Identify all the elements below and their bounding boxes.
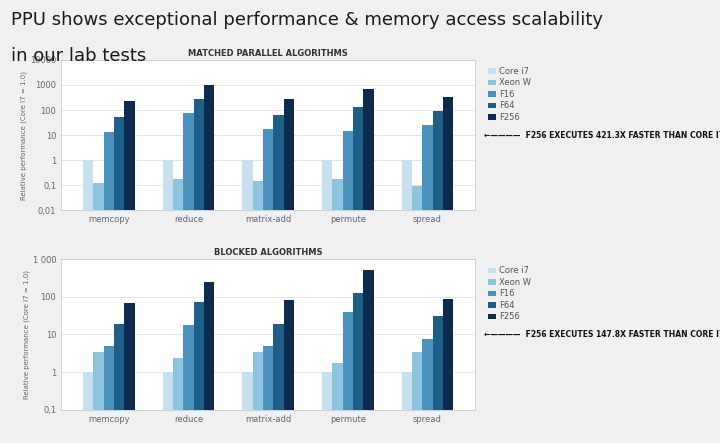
Bar xyxy=(243,372,253,443)
Bar xyxy=(163,372,173,443)
Bar xyxy=(184,325,194,443)
Bar xyxy=(443,97,454,443)
Bar xyxy=(284,300,294,443)
Bar xyxy=(263,129,274,443)
Bar xyxy=(125,303,135,443)
Bar xyxy=(94,352,104,443)
Bar xyxy=(104,132,114,443)
Bar xyxy=(343,312,353,443)
Bar xyxy=(104,346,114,443)
Bar xyxy=(433,111,443,443)
Y-axis label: Relative performance (Core i7 = 1.0): Relative performance (Core i7 = 1.0) xyxy=(24,270,30,399)
Bar xyxy=(322,372,333,443)
Bar xyxy=(433,316,443,443)
Bar xyxy=(402,160,412,443)
Bar xyxy=(353,107,364,443)
Text: ←————  F256 EXECUTES 421.3X FASTER THAN CORE I7: ←———— F256 EXECUTES 421.3X FASTER THAN C… xyxy=(484,131,720,140)
Bar xyxy=(422,125,433,443)
Bar xyxy=(94,183,104,443)
Text: in our lab tests: in our lab tests xyxy=(11,47,146,65)
Bar xyxy=(114,117,125,443)
Bar xyxy=(125,101,135,443)
Legend: Core i7, Xeon W, F16, F64, F256: Core i7, Xeon W, F16, F64, F256 xyxy=(487,67,531,122)
Bar xyxy=(364,271,374,443)
Bar xyxy=(274,324,284,443)
Bar xyxy=(412,187,422,443)
Legend: Core i7, Xeon W, F16, F64, F256: Core i7, Xeon W, F16, F64, F256 xyxy=(487,266,531,321)
Bar xyxy=(284,99,294,443)
Y-axis label: Relative performance (Core i7 = 1.0): Relative performance (Core i7 = 1.0) xyxy=(21,70,27,200)
Bar xyxy=(274,115,284,443)
Bar xyxy=(163,160,173,443)
Title: BLOCKED ALGORITHMS: BLOCKED ALGORITHMS xyxy=(214,248,323,257)
Text: ←————  F256 EXECUTES 147.8X FASTER THAN CORE I7: ←———— F256 EXECUTES 147.8X FASTER THAN C… xyxy=(484,330,720,339)
Bar xyxy=(194,99,204,443)
Bar xyxy=(243,160,253,443)
Bar xyxy=(114,324,125,443)
Bar xyxy=(402,372,412,443)
Bar xyxy=(322,160,333,443)
Bar xyxy=(204,282,215,443)
Bar xyxy=(333,363,343,443)
Bar xyxy=(194,302,204,443)
Bar xyxy=(263,346,274,443)
Bar xyxy=(173,179,184,443)
Bar xyxy=(184,113,194,443)
Title: MATCHED PARALLEL ALGORITHMS: MATCHED PARALLEL ALGORITHMS xyxy=(189,49,348,58)
Bar xyxy=(353,292,364,443)
Bar xyxy=(253,352,263,443)
Bar xyxy=(83,372,94,443)
Bar xyxy=(364,89,374,443)
Bar xyxy=(333,179,343,443)
Bar xyxy=(173,358,184,443)
Bar xyxy=(343,131,353,443)
Bar xyxy=(422,339,433,443)
Bar xyxy=(204,85,215,443)
Text: PPU shows exceptional performance & memory access scalability: PPU shows exceptional performance & memo… xyxy=(11,11,603,29)
Bar xyxy=(253,181,263,443)
Bar xyxy=(412,352,422,443)
Bar xyxy=(83,160,94,443)
Bar xyxy=(443,299,454,443)
